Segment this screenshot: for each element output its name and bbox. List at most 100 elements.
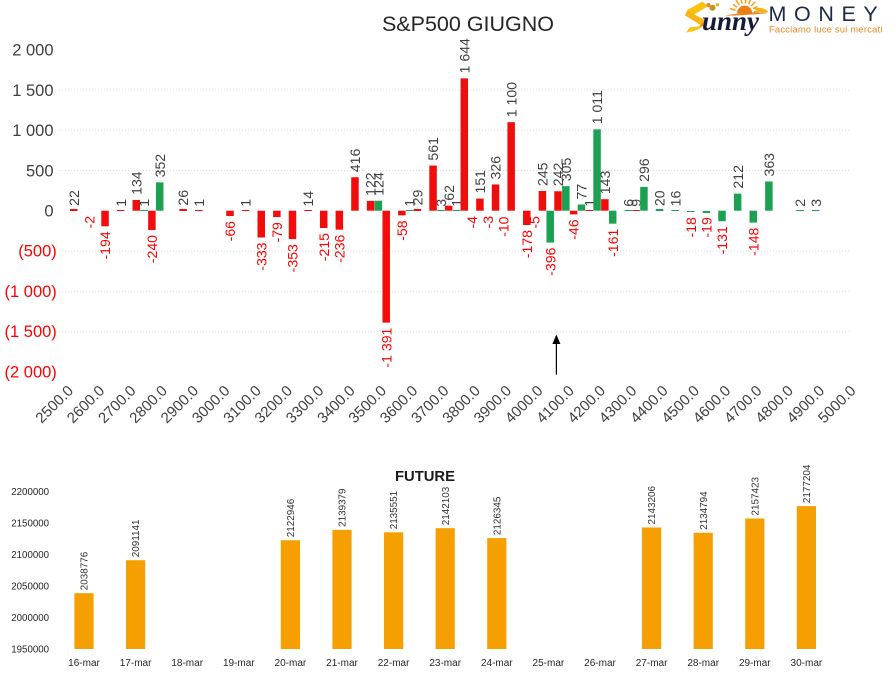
svg-text:1: 1 <box>402 199 418 207</box>
svg-text:-19: -19 <box>699 217 715 238</box>
svg-text:-131: -131 <box>714 226 730 254</box>
svg-text:28-mar: 28-mar <box>687 658 719 669</box>
svg-text:-3: -3 <box>480 216 496 229</box>
svg-text:9: 9 <box>628 199 644 207</box>
svg-text:unny: unny <box>702 6 760 36</box>
svg-text:2122946: 2122946 <box>286 498 297 537</box>
svg-text:(500): (500) <box>18 243 57 261</box>
svg-text:305: 305 <box>558 158 574 182</box>
svg-text:2 000: 2 000 <box>12 42 53 60</box>
svg-text:2134794: 2134794 <box>699 491 710 530</box>
svg-text:62: 62 <box>441 185 457 201</box>
svg-text:20-mar: 20-mar <box>275 658 307 669</box>
svg-text:1 000: 1 000 <box>12 122 53 140</box>
svg-text:MONEY: MONEY <box>769 2 886 26</box>
svg-text:151: 151 <box>472 170 488 194</box>
svg-text:(1 500): (1 500) <box>5 323 57 341</box>
svg-text:6: 6 <box>620 199 636 207</box>
svg-text:242: 242 <box>550 163 566 187</box>
svg-text:(2 000): (2 000) <box>5 363 57 381</box>
svg-text:245: 245 <box>535 162 551 186</box>
svg-text:1: 1 <box>238 199 254 207</box>
svg-text:2135551: 2135551 <box>389 490 400 529</box>
svg-text:23-mar: 23-mar <box>429 658 461 669</box>
svg-text:-240: -240 <box>144 235 160 263</box>
svg-text:-46: -46 <box>566 219 582 240</box>
svg-text:-18: -18 <box>683 217 699 238</box>
svg-text:2157423: 2157423 <box>750 477 761 516</box>
svg-text:-1 391: -1 391 <box>378 327 394 367</box>
svg-text:17-mar: 17-mar <box>120 658 152 669</box>
svg-text:2200000: 2200000 <box>11 487 49 498</box>
svg-text:1: 1 <box>113 199 129 207</box>
svg-text:-236: -236 <box>331 235 347 263</box>
svg-text:296: 296 <box>636 158 652 182</box>
svg-text:FUTURE: FUTURE <box>395 469 455 485</box>
svg-text:29-mar: 29-mar <box>739 658 771 669</box>
svg-text:2150000: 2150000 <box>11 519 49 530</box>
svg-text:-396: -396 <box>542 247 558 275</box>
svg-text:2: 2 <box>792 199 808 207</box>
svg-text:-353: -353 <box>285 244 301 272</box>
svg-text:2100000: 2100000 <box>11 550 49 561</box>
svg-text:500: 500 <box>26 162 54 180</box>
svg-text:561: 561 <box>425 137 441 161</box>
svg-text:-161: -161 <box>605 229 621 257</box>
svg-text:212: 212 <box>730 165 746 189</box>
svg-text:1 500: 1 500 <box>12 82 53 100</box>
svg-text:-66: -66 <box>222 221 238 242</box>
svg-text:2050000: 2050000 <box>11 582 49 593</box>
svg-text:2091141: 2091141 <box>131 519 142 557</box>
svg-text:1 011: 1 011 <box>589 90 605 124</box>
svg-text:352: 352 <box>152 154 168 178</box>
svg-text:-5: -5 <box>527 216 543 229</box>
svg-text:-10: -10 <box>495 216 511 237</box>
svg-text:134: 134 <box>128 171 144 195</box>
svg-text:-178: -178 <box>519 230 535 258</box>
svg-text:14: 14 <box>300 191 316 207</box>
svg-text:18-mar: 18-mar <box>171 658 203 669</box>
svg-text:2038776: 2038776 <box>80 551 91 590</box>
svg-text:2177204: 2177204 <box>802 464 813 503</box>
svg-text:363: 363 <box>761 153 777 177</box>
svg-text:Facciamo luce sui mercati: Facciamo luce sui mercati <box>769 25 883 35</box>
svg-text:-333: -333 <box>253 242 269 270</box>
svg-text:-194: -194 <box>97 231 113 259</box>
svg-text:29: 29 <box>410 190 426 206</box>
svg-text:122: 122 <box>363 172 379 196</box>
svg-text:20: 20 <box>652 190 668 206</box>
svg-text:1: 1 <box>136 199 152 207</box>
svg-text:124: 124 <box>371 172 387 196</box>
svg-text:22: 22 <box>66 190 82 206</box>
svg-text:1 644: 1 644 <box>456 38 472 73</box>
svg-text:326: 326 <box>488 156 504 180</box>
svg-text:-79: -79 <box>269 222 285 243</box>
svg-text:2139379: 2139379 <box>338 488 349 527</box>
svg-text:-215: -215 <box>316 233 332 261</box>
svg-text:21-mar: 21-mar <box>326 658 358 669</box>
svg-text:3: 3 <box>808 199 824 207</box>
svg-text:-58: -58 <box>394 220 410 241</box>
svg-text:-4: -4 <box>464 216 480 229</box>
svg-text:1 100: 1 100 <box>503 82 519 117</box>
svg-text:2143206: 2143206 <box>647 486 658 525</box>
svg-text:16: 16 <box>667 191 683 207</box>
svg-text:1: 1 <box>449 199 465 207</box>
svg-text:25-mar: 25-mar <box>533 658 565 669</box>
svg-text:(1 000): (1 000) <box>5 283 57 301</box>
svg-text:26-mar: 26-mar <box>584 658 616 669</box>
svg-text:16-mar: 16-mar <box>68 658 100 669</box>
svg-text:22-mar: 22-mar <box>378 658 410 669</box>
svg-text:0: 0 <box>44 203 53 221</box>
svg-text:19-mar: 19-mar <box>223 658 255 669</box>
svg-text:416: 416 <box>347 149 363 173</box>
svg-text:1950000: 1950000 <box>11 644 49 655</box>
svg-text:1: 1 <box>581 199 597 207</box>
svg-text:2000000: 2000000 <box>11 613 49 624</box>
svg-text:-148: -148 <box>745 227 761 255</box>
svg-text:3: 3 <box>433 199 449 207</box>
svg-text:2142103: 2142103 <box>441 486 452 525</box>
svg-text:1: 1 <box>191 199 207 207</box>
svg-text:S&P500 GIUGNO: S&P500 GIUGNO <box>382 12 554 36</box>
svg-text:-2: -2 <box>82 216 98 229</box>
